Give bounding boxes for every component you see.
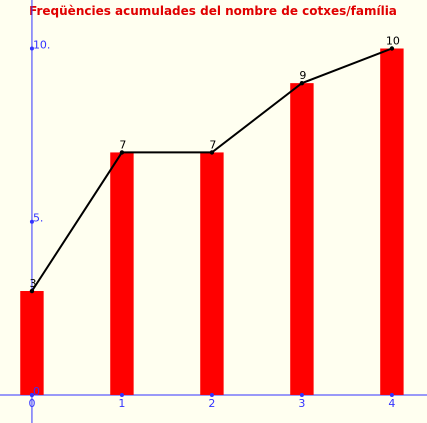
value-label: 7 bbox=[119, 138, 126, 151]
value-label: 10 bbox=[386, 35, 400, 48]
y-tick bbox=[29, 46, 34, 51]
point bbox=[299, 80, 305, 86]
x-tick-label: 1 bbox=[118, 397, 125, 410]
x-tick-label: 2 bbox=[208, 397, 215, 410]
bar bbox=[110, 152, 134, 395]
x-tick-label: 3 bbox=[298, 397, 305, 410]
point bbox=[389, 46, 395, 51]
value-label: 3 bbox=[29, 277, 36, 290]
chart-title: Freqüències acumulades del nombre de cot… bbox=[29, 4, 397, 18]
point bbox=[119, 150, 125, 155]
x-tick-label: 0 bbox=[28, 397, 35, 410]
y-tick-label: 0 bbox=[33, 385, 40, 398]
x-tick bbox=[119, 392, 124, 397]
x-tick bbox=[209, 392, 214, 397]
value-label: 7 bbox=[209, 138, 216, 151]
x-tick-label: 4 bbox=[388, 397, 395, 410]
x-tick bbox=[299, 392, 304, 397]
y-tick bbox=[29, 392, 34, 397]
y-tick-label: 5. bbox=[33, 212, 44, 225]
bar bbox=[290, 83, 314, 395]
y-tick-label: 10. bbox=[33, 39, 51, 52]
bar bbox=[380, 48, 404, 395]
bar bbox=[200, 152, 224, 395]
point bbox=[29, 288, 35, 294]
x-tick bbox=[389, 392, 394, 397]
bar bbox=[20, 291, 44, 395]
y-tick bbox=[29, 219, 34, 224]
value-label: 9 bbox=[299, 69, 306, 82]
point bbox=[209, 150, 215, 155]
